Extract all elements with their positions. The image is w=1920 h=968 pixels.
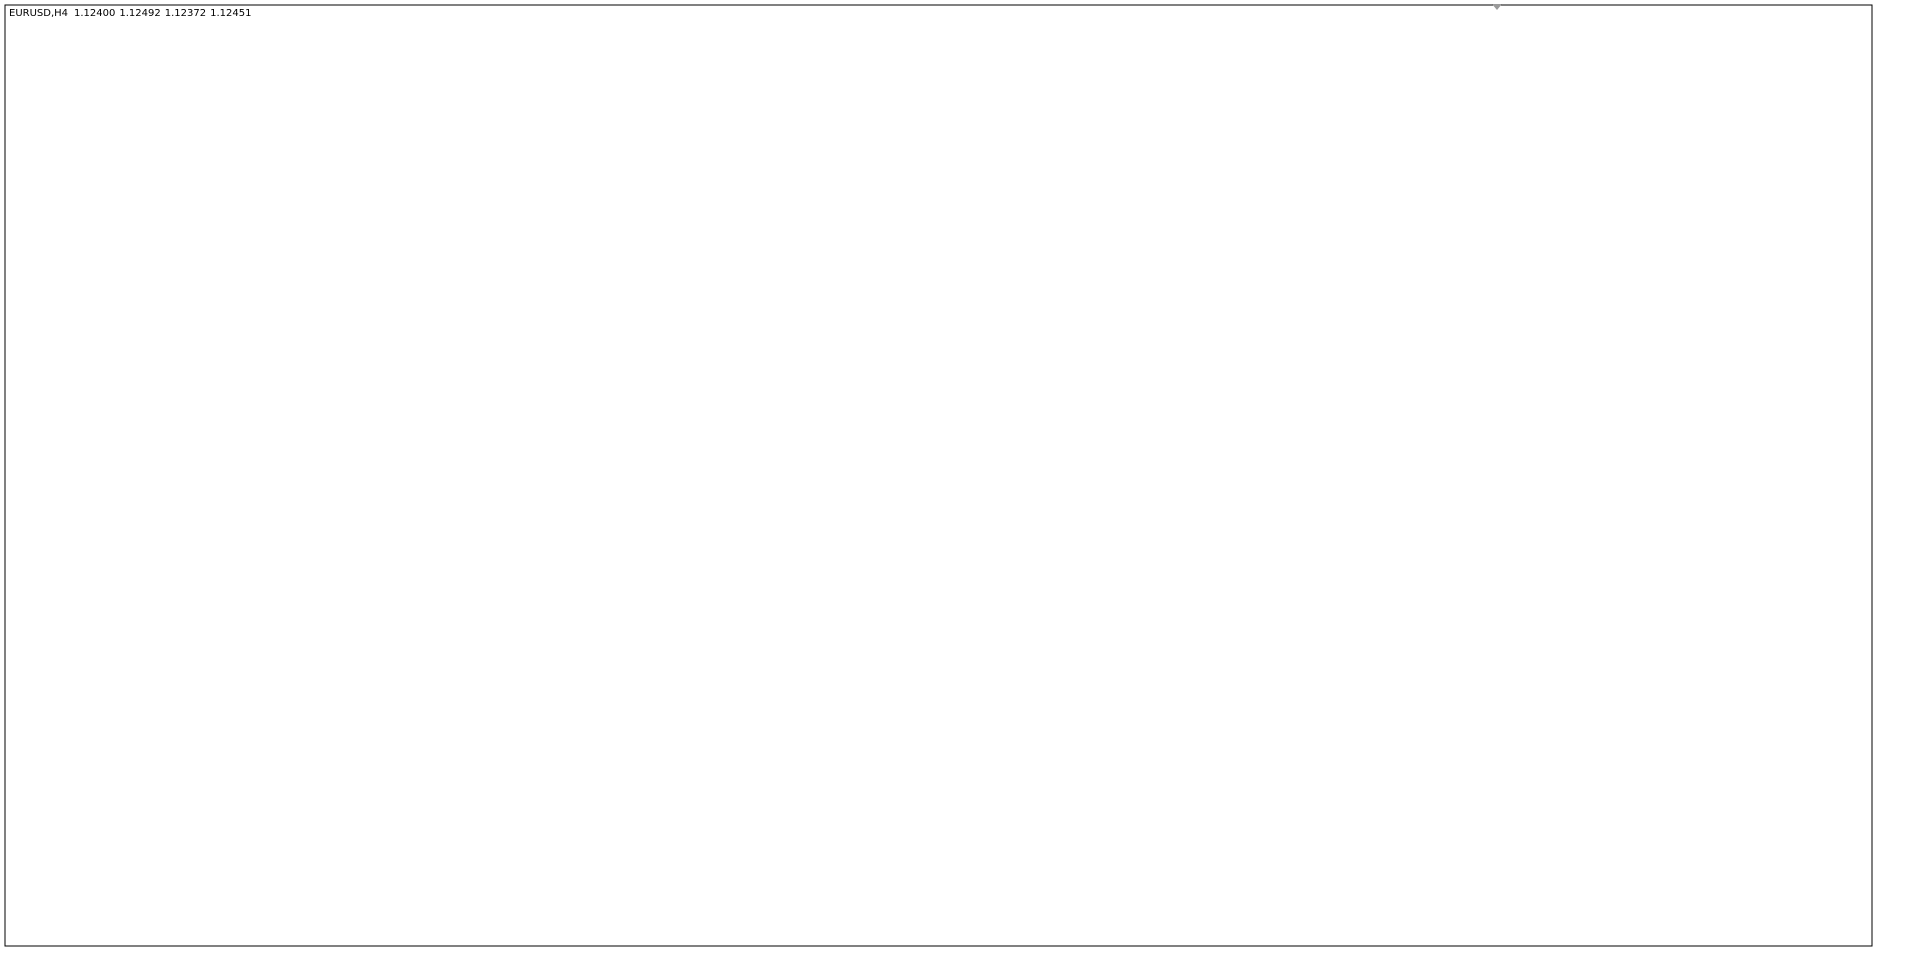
- plot-frame: [4, 4, 1873, 947]
- header-open: 1.12400: [74, 8, 115, 19]
- shift-marker: [1492, 4, 1502, 10]
- symbol-title: EURUSD,H4: [9, 8, 68, 19]
- header-high: 1.12492: [119, 8, 160, 19]
- header-low: 1.12372: [165, 8, 206, 19]
- header-close: 1.12451: [210, 8, 251, 19]
- chart-header: EURUSD,H4 1.12400 1.12492 1.12372 1.12451: [9, 8, 251, 19]
